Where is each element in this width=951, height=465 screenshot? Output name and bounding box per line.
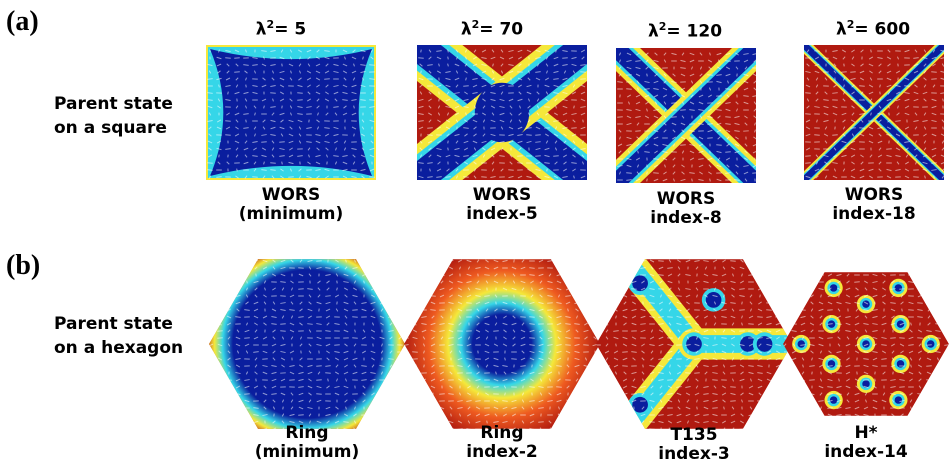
caption-square-2: WORS index-5 [417, 186, 587, 224]
lambda-label-4: λ2= 600 [835, 18, 911, 40]
caption-square-1-line2: (minimum) [238, 204, 344, 224]
caption-square-3-line2: index-8 [650, 208, 722, 228]
lambda-label-3: λ2= 120 [647, 20, 723, 42]
caption-square-1-line1: WORS [261, 185, 321, 205]
row-title-hexagon-line1: Parent state [54, 314, 173, 334]
row-title-square-line2: on a square [54, 118, 167, 138]
row-title-hexagon-line2: on a hexagon [54, 338, 184, 358]
caption-square-3: WORS index-8 [601, 190, 771, 228]
caption-hexagon-2-line2: index-2 [466, 442, 538, 462]
hexagon-plot-1 [209, 259, 405, 429]
caption-square-1: WORS (minimum) [206, 186, 376, 224]
caption-hexagon-2-line1: Ring [480, 423, 524, 443]
square-plot-4 [804, 45, 944, 180]
row-title-square: Parent state on a square [54, 92, 173, 140]
panel-label-a: (a) [6, 6, 39, 37]
hexagon-plot-4 [783, 272, 949, 416]
caption-hexagon-1: Ring (minimum) [222, 424, 392, 462]
caption-hexagon-3: T135 index-3 [609, 426, 779, 464]
caption-square-2-line1: WORS [472, 185, 532, 205]
caption-square-3-line1: WORS [656, 189, 716, 209]
caption-square-2-line2: index-5 [466, 204, 538, 224]
row-title-hexagon: Parent state on a hexagon [54, 312, 183, 360]
square-plot-2 [417, 45, 587, 180]
lambda-label-1: λ2= 5 [255, 18, 307, 40]
caption-square-4-line1: WORS [844, 185, 904, 205]
lambda-label-2: λ2= 70 [460, 18, 524, 40]
caption-hexagon-3-line2: index-3 [658, 444, 730, 464]
caption-square-4-line2: index-18 [832, 204, 916, 224]
caption-hexagon-1-line2: (minimum) [254, 442, 360, 462]
caption-hexagon-2: Ring index-2 [417, 424, 587, 462]
caption-hexagon-4: H* index-14 [781, 424, 951, 462]
caption-hexagon-1-line1: Ring [285, 423, 329, 443]
caption-hexagon-4-line2: index-14 [824, 442, 908, 462]
hexagon-plot-2 [404, 259, 600, 429]
panel-label-b: (b) [6, 250, 41, 281]
square-plot-3 [616, 48, 756, 183]
caption-square-4: WORS index-18 [789, 186, 951, 224]
hexagon-plot-3 [596, 259, 792, 429]
caption-hexagon-3-line1: T135 [670, 425, 718, 445]
caption-hexagon-4-line1: H* [854, 423, 878, 443]
square-plot-1 [206, 45, 376, 180]
row-title-square-line1: Parent state [54, 94, 173, 114]
